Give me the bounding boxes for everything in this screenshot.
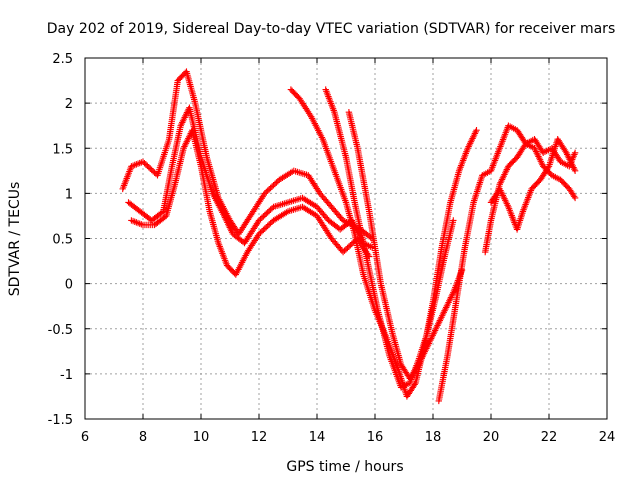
x-tick-label: 10 — [193, 430, 210, 445]
y-tick-label: -1.5 — [48, 413, 73, 428]
sample-marker — [258, 228, 266, 235]
series-markers — [119, 68, 376, 242]
x-tick-label: 14 — [309, 430, 326, 445]
sample-marker — [148, 166, 155, 174]
data-point — [255, 217, 263, 224]
data-markers — [119, 68, 579, 405]
sample-marker — [264, 187, 271, 194]
data-point — [450, 217, 457, 224]
y-tick-label: 0.5 — [52, 233, 73, 248]
sample-marker — [260, 226, 267, 234]
sample-marker — [342, 246, 350, 253]
y-tick-label: 2.5 — [52, 52, 73, 67]
series-markers — [487, 136, 579, 233]
data-point — [473, 127, 480, 134]
x-tick-label: 6 — [81, 430, 89, 445]
sample-marker — [268, 183, 276, 190]
sample-marker — [350, 239, 357, 246]
sample-marker — [267, 184, 274, 192]
x-tick-label: 24 — [599, 430, 616, 445]
sample-marker — [341, 247, 348, 254]
data-point — [339, 248, 347, 256]
sample-marker — [273, 179, 280, 186]
data-point — [571, 149, 579, 156]
y-tick-label: 2 — [65, 97, 73, 112]
axis-ticks: 6 8 10 12 14 16 18 20 22 24 -1.5 -1 -0.5 0 0.5 1 1.5 2 2.5 — [48, 52, 616, 445]
data-point — [139, 158, 147, 165]
x-tick-label: 22 — [541, 430, 558, 445]
sample-marker — [345, 243, 353, 250]
chart-title: Day 202 of 2019, Sidereal Day-to-day VTE… — [47, 21, 615, 37]
x-tick-label: 12 — [251, 430, 268, 445]
sample-marker — [257, 215, 264, 223]
sample-marker — [268, 205, 276, 212]
x-axis-label: GPS time / hours — [286, 459, 403, 475]
sample-marker — [263, 210, 270, 217]
sample-marker — [257, 229, 264, 236]
sample-marker — [544, 164, 552, 172]
y-tick-label: 0 — [65, 278, 73, 293]
x-tick-label: 20 — [483, 430, 500, 445]
sample-marker — [261, 225, 268, 232]
sample-marker — [264, 222, 271, 230]
sample-marker — [145, 164, 152, 171]
y-tick-label: -0.5 — [48, 323, 73, 338]
sample-marker — [265, 186, 273, 193]
sample-marker — [267, 219, 274, 227]
sample-marker — [270, 182, 277, 189]
sample-marker — [141, 159, 148, 167]
series-markers — [482, 136, 579, 256]
sample-marker — [260, 213, 267, 220]
sample-marker — [271, 180, 279, 188]
series-markers — [435, 122, 579, 405]
sample-marker — [347, 242, 354, 249]
y-tick-label: -1 — [60, 368, 73, 383]
sample-marker — [263, 188, 270, 196]
x-tick-label: 8 — [139, 430, 147, 445]
y-tick-label: 1 — [65, 187, 73, 202]
x-tick-label: 16 — [367, 430, 384, 445]
sample-marker — [267, 206, 274, 213]
x-tick-label: 18 — [425, 430, 442, 445]
data-point — [261, 190, 268, 197]
sample-marker — [570, 193, 578, 200]
sample-marker — [344, 244, 351, 252]
sample-marker — [149, 168, 157, 175]
sample-marker — [263, 224, 270, 231]
sample-marker — [264, 209, 271, 216]
sample-marker — [258, 214, 266, 221]
y-axis-label: SDTVAR / TECUs — [7, 182, 23, 297]
data-point — [571, 194, 579, 202]
sample-marker — [142, 161, 150, 168]
sample-marker — [411, 381, 418, 388]
data-point — [255, 230, 263, 238]
data-point — [571, 167, 579, 175]
sample-marker — [151, 169, 158, 176]
sample-marker — [265, 207, 273, 215]
sample-marker — [265, 221, 273, 228]
series-markers — [125, 104, 376, 251]
sample-marker — [147, 165, 154, 172]
sample-marker — [261, 211, 268, 219]
y-tick-label: 1.5 — [52, 142, 73, 157]
sample-marker — [144, 162, 151, 170]
series-markers — [128, 127, 373, 278]
